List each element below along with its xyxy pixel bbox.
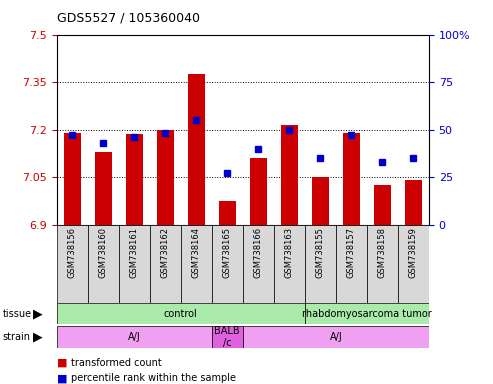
- Bar: [305, 225, 336, 303]
- Bar: [57, 326, 212, 348]
- Text: GDS5527 / 105360040: GDS5527 / 105360040: [57, 12, 200, 25]
- Text: ■: ■: [57, 373, 67, 383]
- Text: GSM738165: GSM738165: [223, 227, 232, 278]
- Bar: [212, 225, 243, 303]
- Bar: [312, 177, 329, 225]
- Bar: [119, 225, 150, 303]
- Bar: [157, 129, 174, 225]
- Bar: [181, 225, 212, 303]
- Bar: [274, 225, 305, 303]
- Bar: [405, 180, 422, 225]
- Bar: [281, 125, 298, 225]
- Text: A/J: A/J: [128, 332, 141, 342]
- Text: GSM738156: GSM738156: [68, 227, 77, 278]
- Text: GSM738158: GSM738158: [378, 227, 387, 278]
- Bar: [398, 225, 429, 303]
- Bar: [343, 133, 360, 225]
- Text: GSM738160: GSM738160: [99, 227, 108, 278]
- Text: GSM738155: GSM738155: [316, 227, 325, 278]
- Text: percentile rank within the sample: percentile rank within the sample: [71, 373, 237, 383]
- Text: GSM738163: GSM738163: [285, 227, 294, 278]
- Bar: [367, 225, 398, 303]
- Text: ▶: ▶: [33, 308, 43, 320]
- Text: rhabdomyosarcoma tumor: rhabdomyosarcoma tumor: [302, 309, 432, 319]
- Text: GSM738161: GSM738161: [130, 227, 139, 278]
- Bar: [95, 152, 112, 225]
- Bar: [88, 225, 119, 303]
- Bar: [250, 158, 267, 225]
- Bar: [243, 326, 429, 348]
- Text: A/J: A/J: [329, 332, 342, 342]
- Bar: [336, 225, 367, 303]
- Bar: [374, 185, 391, 225]
- Text: tissue: tissue: [2, 309, 32, 319]
- Bar: [126, 134, 143, 225]
- Bar: [243, 225, 274, 303]
- Text: GSM738166: GSM738166: [254, 227, 263, 278]
- Text: GSM738164: GSM738164: [192, 227, 201, 278]
- Bar: [188, 74, 205, 225]
- Text: GSM738157: GSM738157: [347, 227, 356, 278]
- Text: control: control: [164, 309, 198, 319]
- Bar: [64, 133, 81, 225]
- Text: BALB
/c: BALB /c: [214, 326, 240, 348]
- Text: ■: ■: [57, 358, 67, 368]
- Bar: [57, 225, 88, 303]
- Bar: [57, 303, 305, 324]
- Bar: [150, 225, 181, 303]
- Text: transformed count: transformed count: [71, 358, 162, 368]
- Bar: [219, 201, 236, 225]
- Text: strain: strain: [2, 332, 31, 342]
- Bar: [212, 326, 243, 348]
- Text: GSM738162: GSM738162: [161, 227, 170, 278]
- Bar: [305, 303, 429, 324]
- Text: GSM738159: GSM738159: [409, 227, 418, 278]
- Text: ▶: ▶: [33, 331, 43, 343]
